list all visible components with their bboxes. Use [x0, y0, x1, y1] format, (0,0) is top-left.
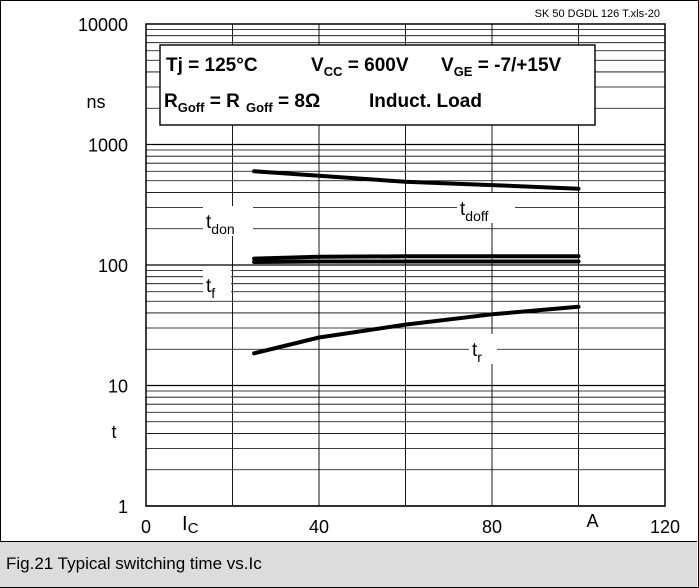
condition-line1-1: VCC = 600V	[311, 55, 409, 79]
label-tr-bg	[469, 334, 497, 364]
y-tick-label: 100	[98, 256, 128, 276]
curve-tr	[252, 304, 581, 356]
curve-tdoff	[252, 169, 581, 191]
label-tdoff-bg	[457, 193, 515, 223]
condition-line1-0: Tj = 125°C	[166, 55, 258, 76]
x-tick-label: 80	[482, 517, 502, 537]
condition-line2-1: Goff = 8Ω	[246, 91, 320, 115]
y-tick-label: 1	[118, 497, 128, 517]
label-tdon-bg	[203, 206, 253, 236]
figure-caption: Fig.21 Typical switching time vs.Ic	[6, 554, 262, 573]
y-tick-label: 10000	[78, 15, 128, 35]
x-tick-label: 0	[141, 517, 151, 537]
plot-border	[145, 23, 666, 507]
label-tf-bg	[203, 270, 231, 300]
label-tr: tr	[472, 340, 482, 365]
y-axis-unit: ns	[86, 92, 105, 112]
conditions-box	[159, 44, 596, 126]
x-tick-label: 40	[309, 517, 329, 537]
curve-tdon	[252, 254, 581, 261]
figure-caption-bar: Fig.21 Typical switching time vs.Ic	[0, 541, 697, 587]
x-axis-label: IC	[182, 513, 199, 537]
condition-line2-2: Induct. Load	[369, 91, 482, 112]
x-tick-label: 120	[650, 517, 680, 537]
file-tag: SK 50 DGDL 126 T.xls-20	[535, 8, 660, 20]
y-tick-label: 1000	[88, 136, 128, 156]
y-tick-label: 10	[108, 377, 128, 397]
x-axis-unit: A	[586, 511, 598, 531]
label-tf: tf	[206, 276, 215, 301]
curve-tf	[252, 259, 581, 264]
y-axis-label: t	[111, 422, 116, 442]
